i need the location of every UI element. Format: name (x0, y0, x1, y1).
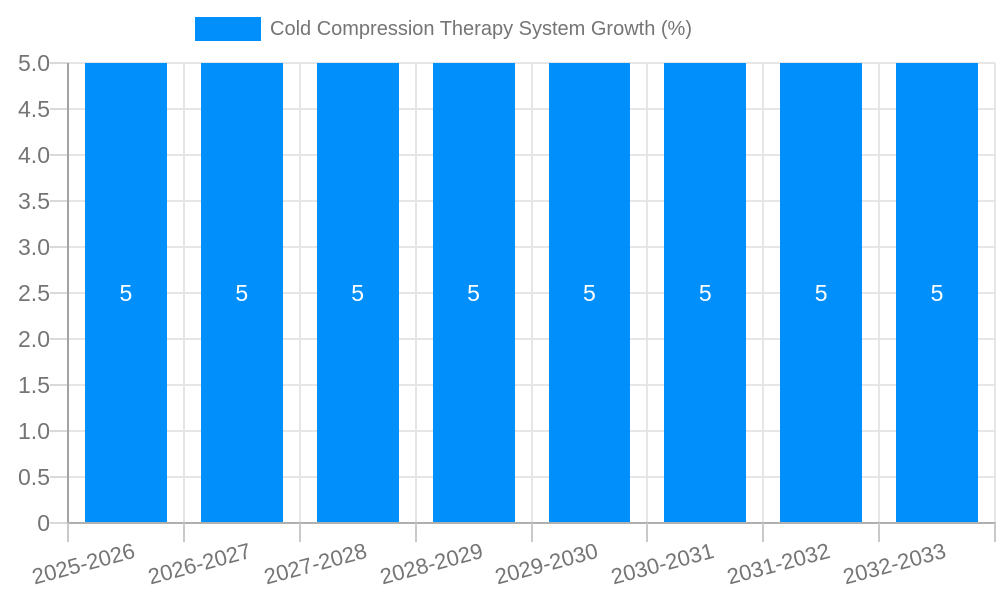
y-axis-tick-label: 4.0 (18, 142, 50, 168)
bar-value-label: 5 (351, 279, 365, 306)
legend[interactable]: Cold Compression Therapy System Growth (… (195, 17, 692, 41)
y-axis-tick-label: 2.0 (18, 326, 50, 352)
x-gridline (762, 63, 765, 523)
y-axis-tick-label: 1.5 (18, 372, 50, 398)
bar-value-label: 5 (235, 279, 249, 306)
y-tick-mark (50, 384, 68, 386)
y-axis-tick-label: 3.0 (18, 234, 50, 260)
x-gridline (878, 63, 881, 523)
x-gridline (994, 63, 996, 523)
bar-value-label: 5 (583, 279, 596, 306)
y-tick-mark (50, 200, 68, 202)
y-tick-mark (50, 338, 68, 340)
x-gridline (530, 63, 533, 523)
y-axis-tick-label: 3.5 (18, 188, 50, 214)
y-tick-mark (50, 154, 68, 156)
x-gridline (182, 63, 185, 523)
y-tick-mark (50, 292, 68, 294)
bar[interactable]: 5 (432, 63, 515, 523)
y-tick-mark (50, 246, 68, 248)
y-axis-tick-label: 0.5 (18, 464, 50, 490)
bar-value-label: 5 (119, 279, 133, 306)
x-tick-mark (67, 523, 69, 542)
x-tick-mark (762, 523, 765, 542)
bar[interactable]: 5 (200, 63, 283, 523)
x-tick-mark (182, 523, 185, 542)
legend-label: Cold Compression Therapy System Growth (… (270, 17, 692, 40)
y-axis-tick-label: 5.0 (18, 50, 50, 76)
y-tick-mark (50, 522, 68, 524)
legend-swatch (195, 17, 261, 41)
bar[interactable]: 5 (780, 63, 863, 523)
bar-value-label: 5 (930, 279, 944, 306)
x-tick-mark (298, 523, 301, 542)
bar[interactable]: 5 (85, 63, 167, 523)
x-tick-mark (994, 523, 996, 542)
y-tick-mark (50, 62, 68, 64)
y-axis-tick-label: 0 (37, 510, 50, 536)
x-gridline (646, 63, 649, 523)
x-tick-mark (646, 523, 649, 542)
y-tick-mark (50, 108, 68, 110)
bar-value-label: 5 (698, 279, 712, 306)
y-axis-tick-label: 4.5 (18, 96, 50, 122)
x-gridline (414, 63, 417, 523)
y-tick-mark (50, 476, 68, 478)
y-axis-tick-label: 1.0 (18, 418, 50, 444)
bar[interactable]: 5 (664, 63, 747, 523)
bar-value-label: 5 (467, 279, 480, 306)
x-tick-mark (878, 523, 881, 542)
y-tick-mark (50, 430, 68, 432)
x-gridline (298, 63, 301, 523)
bar-value-label: 5 (814, 279, 828, 306)
y-axis-line (67, 63, 69, 523)
x-tick-mark (530, 523, 533, 542)
bar[interactable]: 5 (316, 63, 399, 523)
bar[interactable]: 5 (548, 63, 631, 523)
y-axis-tick-label: 2.5 (18, 280, 50, 306)
x-tick-mark (414, 523, 417, 542)
bar[interactable]: 5 (896, 63, 978, 523)
